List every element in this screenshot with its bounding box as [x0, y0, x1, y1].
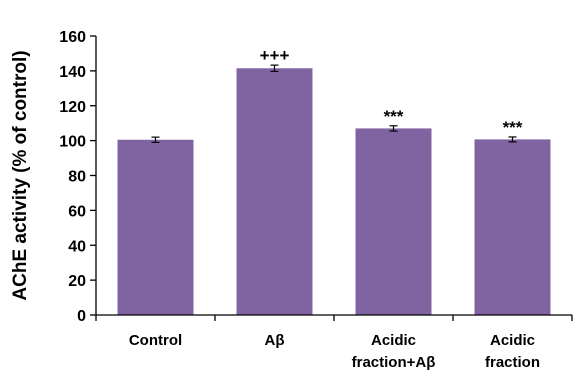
x-axis: Control Aβ Acidic fraction+Aβ Acidic fraction: [95, 314, 573, 371]
x-tick-label: Acidic: [371, 332, 416, 349]
significance-label: ***: [503, 118, 523, 137]
x-tick-label: Control: [129, 332, 182, 349]
bars-group: +++ *** ***: [117, 46, 551, 316]
y-tick-label: 20: [68, 273, 86, 290]
x-tick-label: fraction: [485, 354, 540, 371]
significance-label: +++: [260, 46, 290, 65]
y-tick-label: 120: [59, 99, 86, 116]
y-tick-label: 80: [68, 169, 86, 186]
bar: [117, 139, 194, 315]
y-tick-label: 100: [59, 134, 86, 151]
y-tick-label: 40: [68, 238, 86, 255]
significance-label: ***: [384, 107, 404, 126]
y-tick-label: 60: [68, 203, 86, 220]
y-axis: 0 20 40 60 80 100 120 140 160: [59, 29, 97, 325]
x-tick-label: Acidic: [490, 332, 535, 349]
bar: [355, 128, 432, 315]
y-tick-label: 160: [59, 29, 86, 46]
y-axis-label: AChE activity (% of control): [10, 50, 31, 300]
y-tick-label: 140: [59, 64, 86, 81]
x-tick-label: Aβ: [265, 332, 285, 349]
bar: [236, 68, 313, 316]
bar: [474, 139, 551, 315]
y-tick-label: 0: [77, 308, 86, 325]
x-tick-label: fraction+Aβ: [352, 354, 436, 371]
